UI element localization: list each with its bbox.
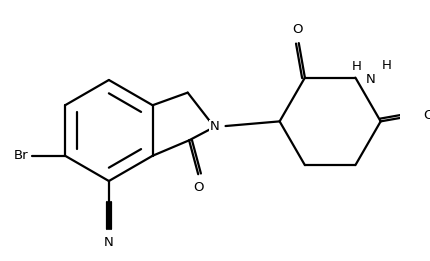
Text: Br: Br <box>14 149 29 162</box>
Text: H: H <box>382 59 392 72</box>
Text: N: N <box>209 121 219 133</box>
Text: H: H <box>352 60 362 73</box>
Text: N: N <box>104 236 114 250</box>
Text: N: N <box>366 73 376 86</box>
Text: O: O <box>194 181 204 194</box>
Text: O: O <box>292 23 303 36</box>
Text: O: O <box>424 109 430 122</box>
